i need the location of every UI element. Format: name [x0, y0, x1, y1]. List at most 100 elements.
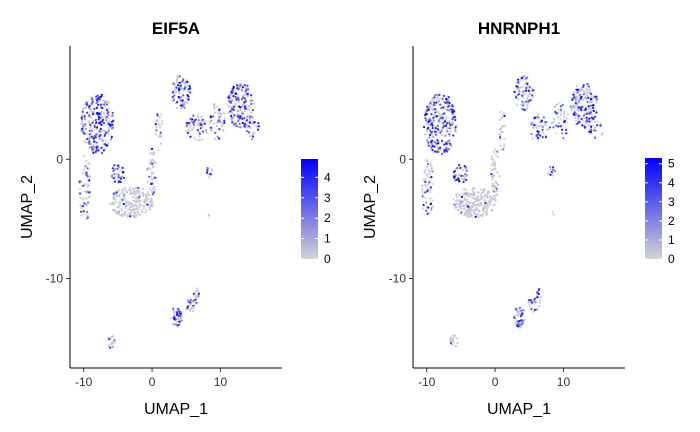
cell-point: [484, 200, 487, 203]
cell-point: [239, 108, 242, 111]
cell-point: [80, 210, 83, 213]
cell-point: [483, 204, 487, 207]
cell-point: [429, 119, 432, 122]
cell-point: [472, 202, 475, 205]
cell-point: [541, 128, 544, 131]
cell-point: [120, 175, 124, 178]
cell-point: [194, 298, 197, 301]
cell-point: [496, 155, 499, 158]
cell-point: [83, 190, 86, 193]
cell-point: [152, 164, 155, 167]
cell-point: [216, 105, 219, 108]
cell-point: [553, 117, 556, 120]
cell-point: [582, 120, 585, 123]
cell-point: [212, 115, 215, 118]
cell-point: [483, 207, 486, 210]
cell-point: [243, 97, 246, 100]
cell-point: [140, 204, 143, 207]
cell-point: [157, 135, 161, 138]
cell-point: [588, 130, 591, 133]
cell-point: [456, 167, 459, 170]
cell-point: [138, 213, 141, 216]
cell-point: [441, 139, 444, 142]
cell-point: [81, 110, 84, 113]
cell-point: [81, 205, 84, 208]
cell-point: [451, 117, 454, 120]
cell-point: [563, 110, 566, 113]
cell-point: [438, 93, 441, 97]
cell-point: [592, 117, 595, 120]
cell-point: [133, 211, 136, 214]
cell-point: [486, 195, 489, 198]
cell-point: [251, 132, 254, 136]
cell-point: [434, 104, 437, 107]
cell-point: [599, 122, 602, 125]
cell-point: [217, 112, 220, 115]
cell-point: [84, 105, 87, 108]
cell-point: [473, 208, 476, 211]
cell-point: [95, 106, 98, 109]
cell-point: [234, 95, 237, 99]
cell-point: [80, 206, 83, 209]
cell-point: [585, 122, 588, 125]
cell-point: [445, 116, 448, 119]
cell-point: [128, 212, 131, 215]
cell-point: [121, 199, 124, 202]
cell-point: [247, 131, 250, 134]
cell-point: [186, 94, 189, 97]
cell-point: [153, 176, 157, 179]
cell-point: [430, 207, 433, 210]
cell-point: [103, 103, 106, 106]
cell-point: [583, 126, 587, 129]
cell-point: [134, 208, 137, 211]
cell-point: [492, 158, 495, 161]
cell-point: [592, 97, 595, 100]
cell-point: [151, 172, 154, 175]
cell-point: [83, 117, 86, 120]
cell-point: [426, 212, 429, 215]
cell-point: [107, 131, 110, 134]
cell-point: [181, 80, 184, 83]
cell-point: [576, 108, 579, 111]
cell-point: [83, 140, 86, 143]
cell-point: [490, 157, 493, 160]
cell-point: [136, 207, 139, 211]
cell-point: [200, 123, 203, 127]
cell-point: [128, 215, 131, 218]
cell-point: [563, 112, 566, 115]
cell-point: [151, 191, 154, 194]
cell-point: [428, 187, 431, 190]
cell-point: [187, 129, 190, 132]
cell-point: [428, 105, 432, 108]
cell-point: [436, 127, 439, 130]
cell-point: [103, 147, 106, 150]
cell-point: [424, 177, 427, 181]
cell-point: [153, 185, 156, 188]
cell-point: [442, 94, 445, 97]
cell-point: [149, 168, 152, 171]
cell-point: [520, 313, 523, 316]
cell-point: [486, 212, 489, 215]
cell-point: [465, 169, 468, 173]
cell-point: [89, 175, 92, 178]
cell-point: [495, 190, 499, 193]
cell-point: [550, 170, 553, 174]
cell-point: [444, 118, 447, 121]
cell-point: [434, 94, 437, 97]
cell-point: [552, 166, 555, 169]
cell-point: [85, 141, 88, 144]
cell-point: [532, 310, 535, 313]
cell-point: [527, 95, 530, 98]
cell-point: [195, 301, 198, 304]
cell-point: [193, 136, 196, 139]
cell-point: [427, 108, 430, 111]
cell-point: [189, 298, 192, 302]
cell-point: [562, 137, 565, 140]
cell-point: [549, 165, 552, 168]
cell-point: [234, 122, 238, 125]
cell-point: [484, 202, 487, 205]
cell-point: [433, 101, 436, 104]
cell-point: [429, 209, 433, 212]
cell-point: [421, 184, 424, 187]
cell-point: [185, 130, 188, 133]
